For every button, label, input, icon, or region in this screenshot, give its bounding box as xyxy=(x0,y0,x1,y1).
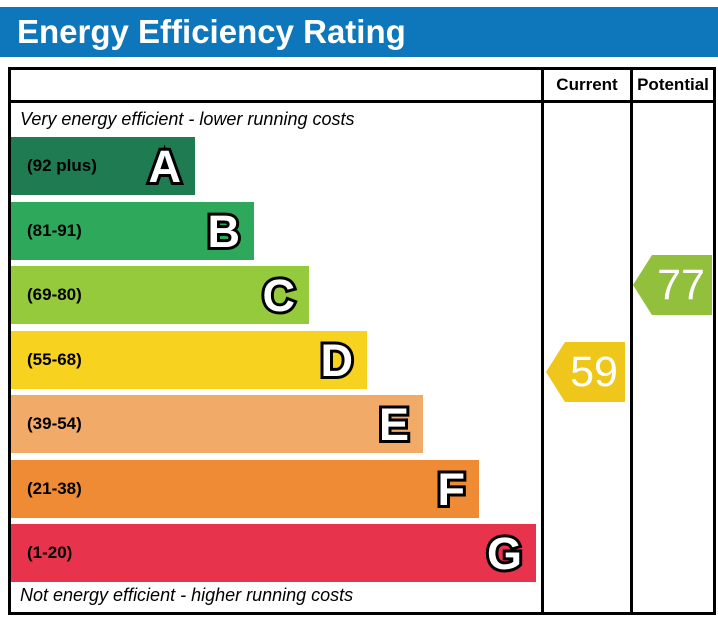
band-range-label: (1-20) xyxy=(27,543,73,562)
potential-column-header: Potential xyxy=(637,75,709,94)
rating-band: (81-91) B xyxy=(11,202,254,260)
band-letter: C xyxy=(263,273,296,318)
current-column-header: Current xyxy=(556,75,618,94)
rating-band: (39-54) E xyxy=(11,395,423,453)
band-letter: G xyxy=(487,531,522,576)
current-rating-value: 59 xyxy=(570,347,618,396)
bottom-note: Not energy efficient - higher running co… xyxy=(20,585,354,605)
potential-column-divider xyxy=(630,70,633,612)
band-letter: B xyxy=(208,209,241,254)
band-letter: D xyxy=(321,338,354,383)
rating-band: (1-20) G xyxy=(11,524,536,582)
title-bar: Energy Efficiency Rating xyxy=(0,7,718,57)
band-range-label: (69-80) xyxy=(27,285,82,304)
rating-band: (55-68) D xyxy=(11,331,367,389)
potential-rating-arrow: 77 xyxy=(633,255,712,315)
current-column-divider xyxy=(541,70,544,612)
rating-table: Current Potential Very energy efficient … xyxy=(8,67,716,615)
band-range-label: (92 plus) xyxy=(27,156,97,175)
band-range-label: (55-68) xyxy=(27,350,82,369)
rating-band: (92 plus) A xyxy=(11,137,195,195)
band-letter: A xyxy=(149,144,182,189)
rating-band: (69-80) C xyxy=(11,266,309,324)
top-note: Very energy efficient - lower running co… xyxy=(20,109,355,129)
rating-band: (21-38) F xyxy=(11,460,479,518)
header-row-divider xyxy=(11,100,713,103)
band-letter: E xyxy=(379,402,409,447)
band-range-label: (81-91) xyxy=(27,221,82,240)
potential-rating-value: 77 xyxy=(657,260,705,309)
current-rating-arrow: 59 xyxy=(546,342,625,402)
band-letter: F xyxy=(438,467,466,512)
band-range-label: (39-54) xyxy=(27,414,82,433)
page-title: Energy Efficiency Rating xyxy=(17,13,406,50)
band-range-label: (21-38) xyxy=(27,479,82,498)
